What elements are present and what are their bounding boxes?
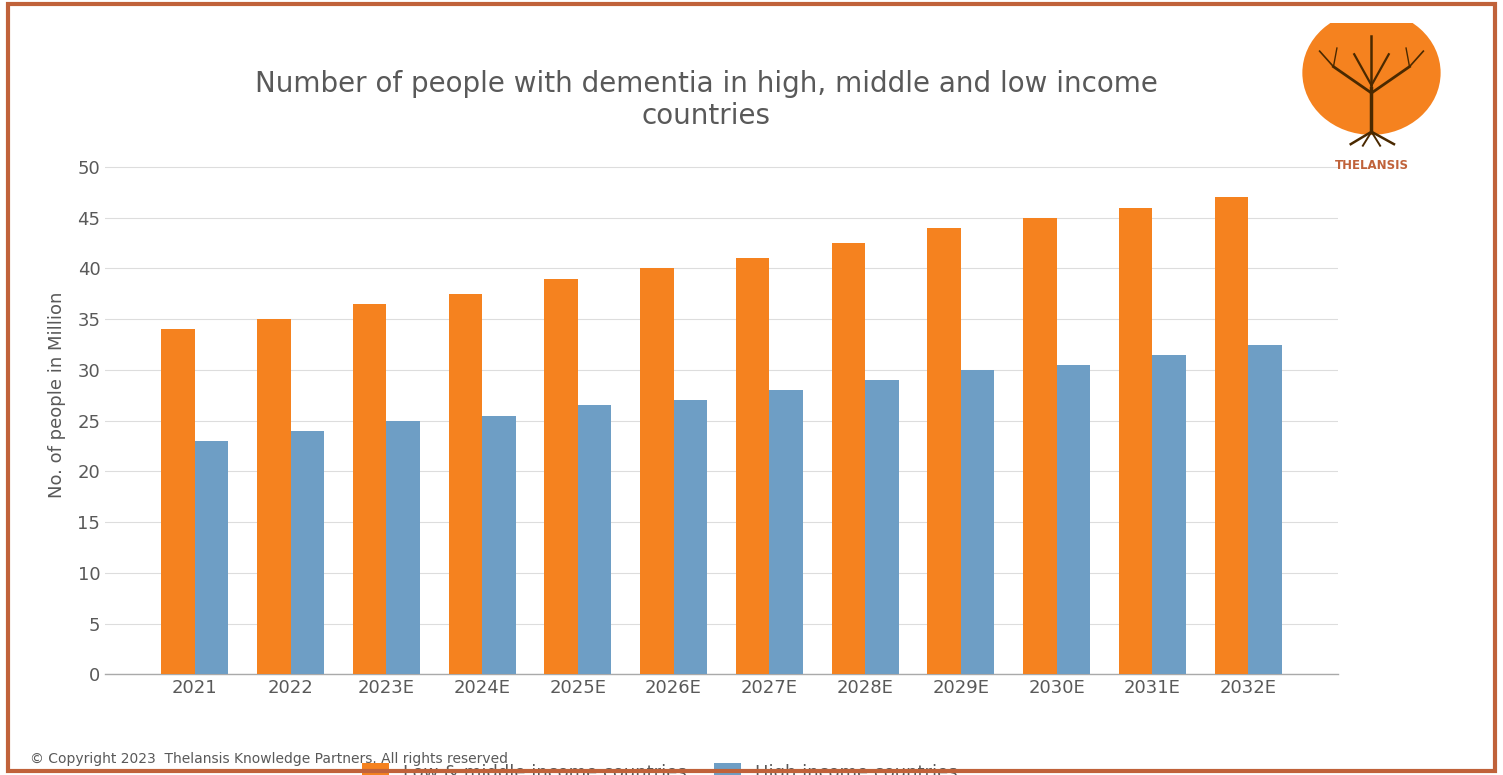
- Bar: [866, 380, 899, 674]
- Bar: [353, 304, 386, 674]
- Bar: [1247, 345, 1282, 674]
- Bar: [1153, 355, 1186, 674]
- Bar: [960, 370, 995, 674]
- Circle shape: [1302, 11, 1440, 135]
- Bar: [1214, 198, 1247, 674]
- Bar: [1024, 218, 1057, 674]
- Bar: [195, 441, 228, 674]
- Bar: [161, 329, 195, 674]
- Bar: [386, 421, 419, 674]
- Y-axis label: No. of people in Million: No. of people in Million: [48, 292, 66, 498]
- Text: THELANSIS: THELANSIS: [1335, 160, 1408, 172]
- Bar: [1118, 208, 1153, 674]
- Bar: [770, 390, 803, 674]
- Bar: [673, 401, 706, 674]
- Bar: [290, 431, 325, 674]
- Bar: [577, 405, 612, 674]
- Bar: [927, 228, 960, 674]
- Bar: [640, 268, 673, 674]
- Text: Number of people with dementia in high, middle and low income
countries: Number of people with dementia in high, …: [256, 70, 1157, 130]
- Bar: [1057, 365, 1090, 674]
- Bar: [736, 258, 770, 674]
- Bar: [448, 294, 482, 674]
- Bar: [831, 243, 866, 674]
- Bar: [482, 415, 516, 674]
- Text: © Copyright 2023  Thelansis Knowledge Partners. All rights reserved: © Copyright 2023 Thelansis Knowledge Par…: [30, 752, 508, 766]
- Bar: [257, 319, 290, 674]
- Bar: [544, 278, 577, 674]
- Legend: Low & middle income countries, High income countries: Low & middle income countries, High inco…: [355, 756, 965, 775]
